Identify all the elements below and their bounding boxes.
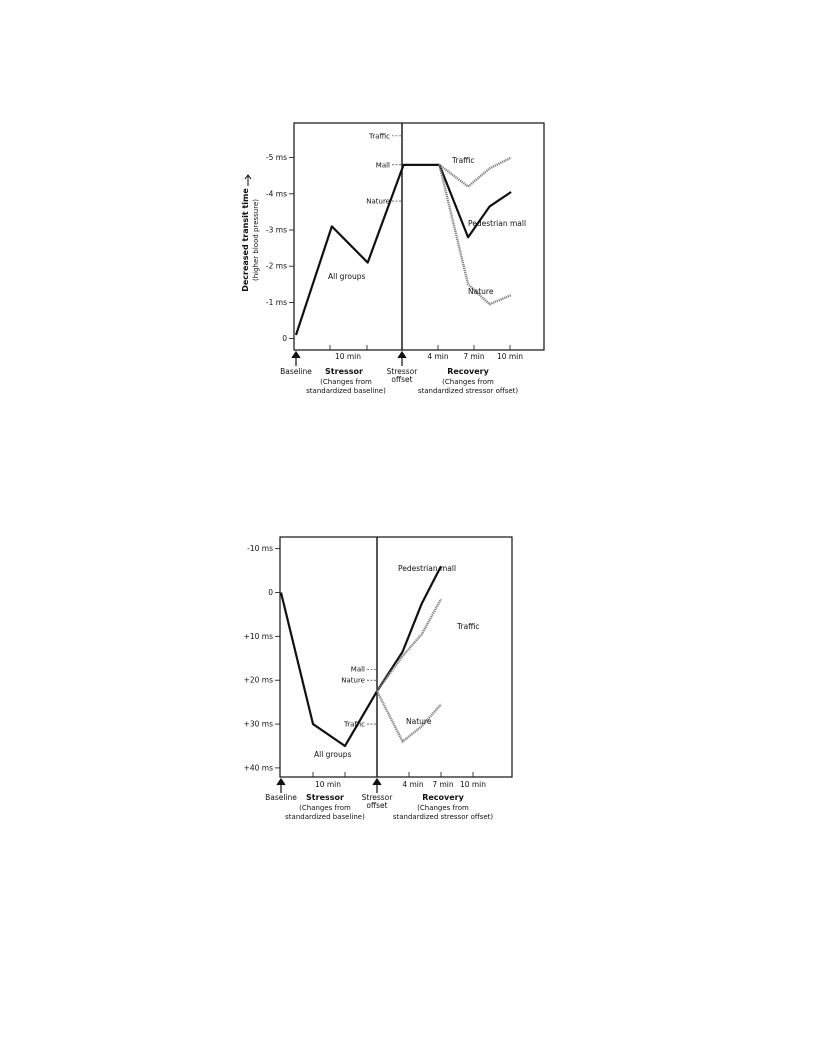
chart-2-series [279, 565, 443, 748]
chart-1-xtick-label: 7 min [463, 352, 485, 361]
chart-1-x-axis: 10 min 4 min 7 min 10 min Baseline Stres… [280, 345, 523, 395]
chart-2-offset-marker-label: Mall [351, 666, 365, 674]
chart-1-ylabel: Decreased transit time [241, 188, 250, 292]
chart-1-label-nature: Nature [468, 287, 494, 296]
chart-2-ytick-label: -10 ms [247, 544, 273, 553]
chart-1-ytick-label: -3 ms [266, 226, 287, 235]
chart-2-frame [279, 536, 513, 778]
chart-1-recovery-sub2: standardized stressor offset) [418, 387, 519, 395]
chart-1-xtick-label: 10 min [335, 352, 361, 361]
chart-2-offset-marker-label: Traffic [343, 721, 365, 729]
chart-1-offset-marker-label: Nature [366, 198, 390, 206]
chart-2-xtick-label: 10 min [460, 780, 486, 789]
chart-2-offset-label-2: offset [366, 801, 387, 810]
chart-1-label-pedestrian-mall: Pedestrian mall [468, 219, 526, 228]
chart-2-ytick-label: +10 ms [244, 632, 274, 641]
chart-2-xtick-label: 7 min [432, 780, 454, 789]
chart-1-y-ticks: -5 ms -4 ms -3 ms -2 ms -1 ms 0 [266, 153, 294, 343]
chart-2-series-nature [375, 690, 442, 743]
chart-2-recovery-label: Recovery [422, 793, 464, 802]
chart-1-offset-arrow-icon [397, 350, 407, 366]
chart-2-stressor-sub2: standardized baseline) [285, 813, 365, 821]
chart-1-stressor-sub2: standardized baseline) [306, 387, 386, 395]
chart-1-label-traffic: Traffic [451, 156, 475, 165]
chart-1-ylabel-arrow-icon [244, 174, 252, 186]
chart-2-series-all-groups [279, 592, 378, 748]
chart-1-label-all-groups: All groups [328, 272, 365, 281]
chart-1-offset-label-1: Stressor [387, 367, 419, 376]
chart-1-stressor-sub1: (Changes from [320, 378, 372, 386]
chart-1-series [294, 156, 512, 336]
chart-2-recovery-sub1: (Changes from [417, 804, 469, 812]
chart-2-label-traffic: Traffic [456, 622, 480, 631]
chart-2-stressor-label: Stressor [306, 793, 344, 802]
chart-1-recovery-label: Recovery [447, 367, 489, 376]
chart-2-offset-marker-label: Nature [341, 677, 365, 685]
chart-1-ytick-label: -1 ms [266, 298, 287, 307]
chart-1-xtick-label: 4 min [427, 352, 449, 361]
chart-2-ytick-label: +20 ms [244, 676, 274, 685]
chart-2-xtick-label: 10 min [315, 780, 341, 789]
chart-2: -10 ms 0 +10 ms +20 ms +30 ms +40 ms Mall Natu… [244, 536, 513, 821]
chart-1-offset-label-2: offset [391, 375, 412, 384]
chart-2-ytick-label: 0 [268, 588, 273, 597]
chart-1-xtick-label: 10 min [497, 352, 523, 361]
chart-1-ytick-label: -2 ms [266, 262, 287, 271]
chart-1-baseline-arrow-icon [291, 350, 301, 366]
chart-2-label-nature: Nature [406, 717, 432, 726]
chart-1: -5 ms -4 ms -3 ms -2 ms -1 ms 0 Decreased tra… [241, 122, 545, 395]
chart-1-offset-markers: Traffic Mall Nature [366, 132, 402, 206]
chart-2-label-all-groups: All groups [314, 750, 351, 759]
chart-1-series-traffic [438, 156, 512, 188]
chart-1-series-nature [438, 164, 512, 306]
chart-2-baseline-label: Baseline [265, 793, 297, 802]
chart-1-recovery-sub1: (Changes from [442, 378, 494, 386]
chart-1-series-pedestrian-mall [438, 164, 512, 239]
chart-1-stressor-label: Stressor [325, 367, 363, 376]
chart-2-offset-markers: Mall Nature Traffic [341, 666, 377, 729]
chart-1-ytick-label: 0 [282, 334, 287, 343]
chart-2-y-ticks: -10 ms 0 +10 ms +20 ms +30 ms +40 ms [244, 544, 280, 772]
chart-1-ytick-label: -4 ms [266, 189, 287, 198]
chart-2-xtick-label: 4 min [402, 780, 424, 789]
chart-2-series-pedestrian-mall [376, 565, 442, 692]
chart-2-ytick-label: +30 ms [244, 720, 274, 729]
chart-1-offset-marker-label: Traffic [368, 132, 390, 140]
chart-2-offset-label-1: Stressor [362, 793, 394, 802]
chart-1-series-all-groups [294, 163, 440, 336]
chart-1-baseline-label: Baseline [280, 367, 312, 376]
chart-1-frame [293, 122, 545, 351]
chart-1-ylabel-sub: (higher blood pressure) [252, 199, 260, 281]
chart-2-x-axis: 10 min 4 min 7 min 10 min Baseline Stres… [265, 772, 493, 821]
chart-2-baseline-arrow-icon [276, 777, 286, 793]
chart-1-offset-marker-label: Mall [376, 161, 390, 169]
chart-2-ytick-label: +40 ms [244, 763, 274, 772]
chart-2-stressor-sub1: (Changes from [299, 804, 351, 812]
chart-2-offset-arrow-icon [372, 777, 382, 793]
chart-1-ytick-label: -5 ms [266, 153, 287, 162]
chart-2-label-pedestrian-mall: Pedestrian mall [398, 564, 456, 573]
chart-2-series-traffic [376, 598, 443, 692]
chart-2-recovery-sub2: standardized stressor offset) [393, 813, 494, 821]
